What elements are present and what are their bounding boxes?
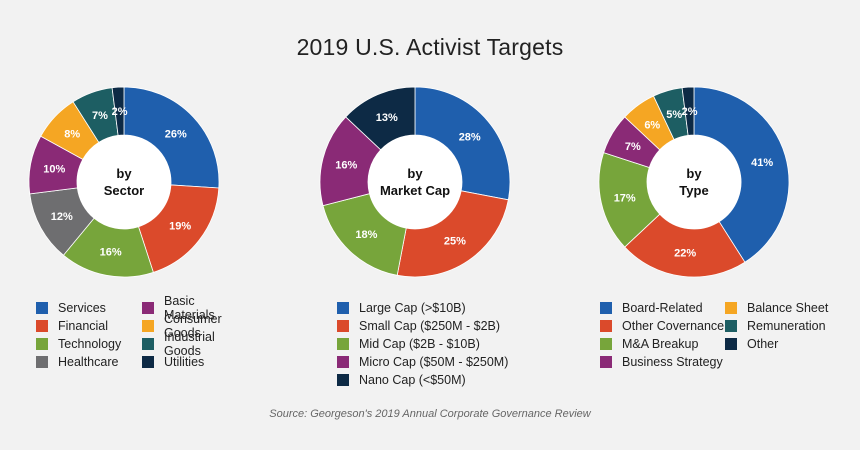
donut-by-market-cap: 28% 25% 18% 16% 13% by Market Cap — [320, 87, 510, 277]
donut-charts: 26% 19% 16% 12% 10% 8% 7% 2% by Sector 28% 25% 18% 1… — [0, 0, 860, 290]
legend-swatch — [600, 338, 612, 350]
slice-label-business-strategy: 7% — [625, 141, 641, 153]
source-note: Source: Georgeson's 2019 Annual Corporat… — [0, 408, 860, 420]
legend-swatch — [725, 320, 737, 332]
legend-item-balance-sheet: Balance Sheet — [725, 299, 850, 317]
legend-label: Technology — [58, 337, 121, 351]
legend-label: Healthcare — [58, 355, 118, 369]
legend-swatch — [600, 320, 612, 332]
legend-item-other: Other — [725, 335, 850, 353]
legend-label: Large Cap (>$10B) — [359, 301, 466, 315]
legend-label: Other — [747, 337, 778, 351]
slice-label-other-covernance: 22% — [674, 247, 696, 259]
donut-center — [368, 135, 462, 229]
legend-swatch — [600, 356, 612, 368]
legend-swatch — [142, 302, 154, 314]
legend-market-cap: Large Cap (>$10B) Small Cap ($250M - $2B)… — [337, 299, 537, 389]
legend-label: Financial — [58, 319, 108, 333]
slice-label-small-cap-250m-2b: 25% — [444, 236, 466, 248]
legend-item-industrial-goods: Industrial Goods — [142, 335, 248, 353]
legend-swatch — [36, 302, 48, 314]
center-label-line-1: by — [407, 166, 423, 181]
slice-label-technology: 16% — [100, 247, 122, 259]
center-label-line-1: by — [686, 166, 702, 181]
legend-item-nano-cap-50m: Nano Cap (<$50M) — [337, 371, 537, 389]
slice-label-healthcare: 12% — [51, 211, 73, 223]
slice-label-m-a-breakup: 17% — [614, 192, 636, 204]
legend-swatch — [142, 356, 154, 368]
slice-label-balance-sheet: 6% — [644, 120, 660, 132]
legend-label: Utilities — [164, 355, 204, 369]
center-label-line-1: by — [116, 166, 132, 181]
legend-swatch — [725, 338, 737, 350]
donut-center — [647, 135, 741, 229]
legend-label: Other Covernance — [622, 319, 724, 333]
slice-label-mid-cap-2b-10b: 18% — [355, 229, 377, 241]
slice-label-consumer-goods: 8% — [64, 128, 80, 140]
legend-label: Small Cap ($250M - $2B) — [359, 319, 500, 333]
legend-label: M&A Breakup — [622, 337, 698, 351]
legend-column: Board-Related Other Covernance M&A Breakup… — [600, 299, 725, 371]
slice-label-micro-cap-50m-250m: 16% — [335, 159, 357, 171]
slice-label-industrial-goods: 7% — [92, 110, 108, 122]
legend-sector: Services Financial Technology Healthcare Bas… — [36, 299, 296, 371]
legend-swatch — [36, 320, 48, 332]
donut-by-type: 41% 22% 17% 7%6% 5% 2% by Type — [599, 87, 789, 277]
legend-item-technology: Technology — [36, 335, 142, 353]
slice-label-financial: 19% — [169, 221, 191, 233]
legend-item-m-a-breakup: M&A Breakup — [600, 335, 725, 353]
slice-label-other: 2% — [682, 106, 698, 118]
slice-label-nano-cap-50m: 13% — [376, 112, 398, 124]
legend-item-mid-cap-2b-10b: Mid Cap ($2B - $10B) — [337, 335, 537, 353]
legend-label: Mid Cap ($2B - $10B) — [359, 337, 480, 351]
legend-swatch — [337, 302, 349, 314]
slice-label-utilities: 2% — [112, 106, 128, 118]
legend-item-remuneration: Remuneration — [725, 317, 850, 335]
legend-swatch — [142, 338, 154, 350]
legend-item-financial: Financial — [36, 317, 142, 335]
legend-swatch — [600, 302, 612, 314]
legend-column: Basic Materials Consumer Goods Industrial … — [142, 299, 248, 371]
center-label-line-2: Type — [679, 183, 708, 198]
slice-label-board-related: 41% — [751, 157, 773, 169]
legend-type: Board-Related Other Covernance M&A Breakup… — [600, 299, 850, 371]
legend-label: Services — [58, 301, 106, 315]
donut-center — [77, 135, 171, 229]
legend-item-micro-cap-50m-250m: Micro Cap ($50M - $250M) — [337, 353, 537, 371]
center-label-line-2: Market Cap — [380, 183, 450, 198]
legend-swatch — [337, 320, 349, 332]
legend-column: Large Cap (>$10B) Small Cap ($250M - $2B)… — [337, 299, 537, 389]
slice-label-remuneration: 5% — [666, 109, 682, 121]
legend-swatch — [725, 302, 737, 314]
legend-column: Services Financial Technology Healthcare — [36, 299, 142, 371]
legend-label: Nano Cap (<$50M) — [359, 373, 466, 387]
legend-item-board-related: Board-Related — [600, 299, 725, 317]
legend-swatch — [142, 320, 154, 332]
legend-swatch — [337, 356, 349, 368]
legend-item-other-covernance: Other Covernance — [600, 317, 725, 335]
legend-item-small-cap-250m-2b: Small Cap ($250M - $2B) — [337, 317, 537, 335]
legend-swatch — [36, 356, 48, 368]
legend-swatch — [337, 338, 349, 350]
legend-label: Remuneration — [747, 319, 826, 333]
legend-swatch — [337, 374, 349, 386]
donut-by-sector: 26% 19% 16% 12% 10% 8% 7% 2% by Sector — [29, 87, 219, 277]
slice-label-basic-materials: 10% — [43, 164, 65, 176]
legend-label: Micro Cap ($50M - $250M) — [359, 355, 508, 369]
legend-label: Balance Sheet — [747, 301, 828, 315]
center-label-line-2: Sector — [104, 183, 144, 198]
legend-swatch — [36, 338, 48, 350]
slice-label-large-cap-10b: 28% — [459, 132, 481, 144]
legend-item-healthcare: Healthcare — [36, 353, 142, 371]
slice-label-services: 26% — [165, 128, 187, 140]
legend-item-business-strategy: Business Strategy — [600, 353, 725, 371]
legend-label: Industrial Goods — [164, 330, 248, 358]
legend-item-large-cap-10b: Large Cap (>$10B) — [337, 299, 537, 317]
legend-label: Board-Related — [622, 301, 703, 315]
legend-item-services: Services — [36, 299, 142, 317]
legend-column: Balance Sheet Remuneration Other — [725, 299, 850, 371]
legend-label: Business Strategy — [622, 355, 723, 369]
